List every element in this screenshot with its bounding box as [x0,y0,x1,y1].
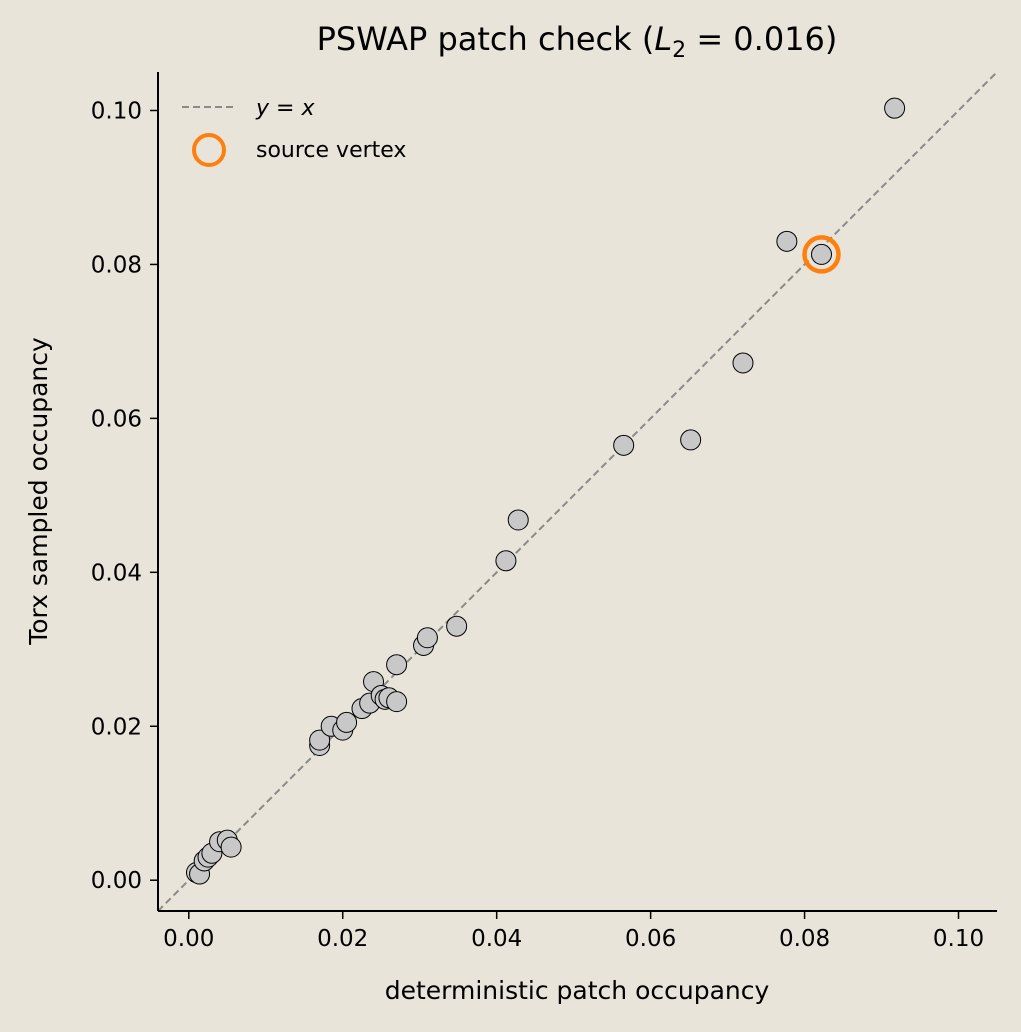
data-point-22 [416,627,438,649]
y-axis-label: Torx sampled occupancy [24,337,53,646]
x-tick-label-5: 0.10 [933,926,984,952]
plot-area [157,71,998,912]
legend-label-eq: = [269,96,301,121]
legend: y = x source vertex [182,96,406,167]
data-point-30 [811,243,833,265]
y-tick-label-4: 0.08 [91,252,142,278]
data-point-19 [386,691,408,713]
y-tick-label-2: 0.04 [91,560,142,586]
x-tick-label-0: 0.00 [163,926,214,952]
legend-label-x: x [300,96,315,121]
data-point-9 [309,729,331,751]
chart-title-var: L [654,20,672,58]
x-axis-ticks: 0.00 0.02 0.04 0.06 0.08 0.10 [163,911,984,952]
reference-line-y-equals-x [157,71,998,912]
legend-label-source-vertex: source vertex [256,138,406,163]
legend-label-y: y [255,96,270,121]
x-tick-label-3: 0.06 [625,926,676,952]
data-point-27 [680,429,702,451]
x-tick-label-1: 0.02 [317,926,368,952]
chart-title-subscript: 2 [672,38,686,63]
legend-label-y-equals-x: y = x [255,96,315,121]
data-point-25 [507,509,529,531]
y-tick-label-3: 0.06 [91,406,142,432]
legend-orange-ring-swatch [192,133,226,167]
chart-title-rest: = 0.016) [686,20,837,58]
data-point-31 [884,97,906,119]
data-point-12 [336,711,358,733]
x-tick-label-4: 0.08 [779,926,830,952]
chart-title-prefix: PSWAP patch check ( [317,20,655,58]
data-point-28 [732,352,754,374]
data-point-29 [776,230,798,252]
x-tick-label-2: 0.04 [471,926,522,952]
x-axis-label: deterministic patch occupancy [385,976,770,1005]
data-point-23 [446,615,468,637]
y-tick-label-5: 0.10 [91,98,142,124]
data-point-24 [495,550,517,572]
source-vertex-marker [802,235,841,274]
data-point-26 [613,434,635,456]
data-point-20 [386,654,408,676]
y-tick-label-0: 0.00 [91,868,142,894]
y-axis-ticks: 0.00 0.02 0.04 0.06 0.08 0.10 [91,98,158,894]
data-point-7 [220,836,242,858]
y-tick-label-1: 0.02 [91,714,142,740]
chart-title: PSWAP patch check (L2 = 0.016) [317,20,838,63]
